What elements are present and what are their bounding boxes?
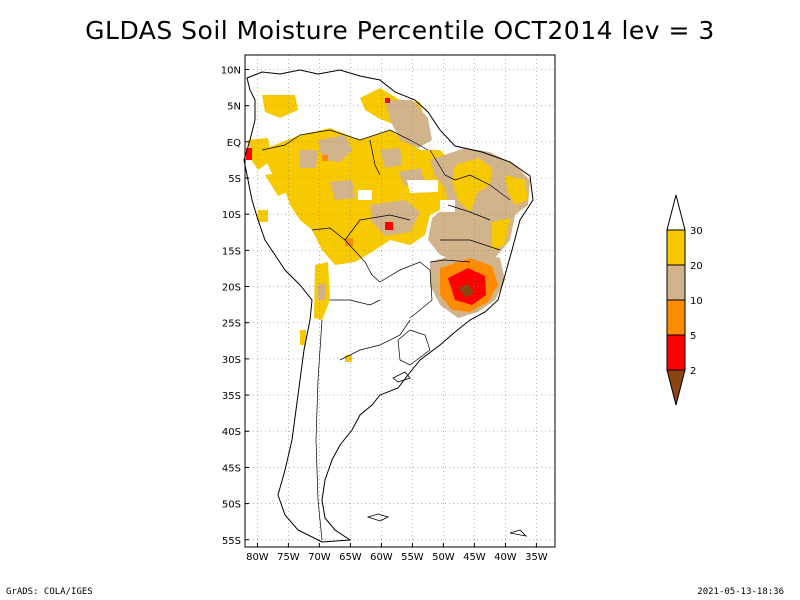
longitude-tick-label: 40W: [494, 552, 517, 563]
longitude-tick-label: 45W: [463, 552, 486, 563]
legend-swatch-5-10: [666, 299, 686, 336]
moisture-region: [492, 218, 510, 250]
moisture-region: [330, 180, 355, 200]
moisture-region: [248, 138, 272, 170]
moisture-region: [385, 100, 432, 148]
latitude-tick-label: 30S: [222, 355, 241, 366]
moisture-region: [452, 158, 492, 212]
moisture-region: [440, 200, 455, 212]
latitude-tick-label: 35S: [222, 391, 241, 402]
longitude-tick-label: 55W: [401, 552, 424, 563]
footer-timestamp: 2021-05-13-18:36: [697, 587, 784, 597]
moisture-region: [246, 148, 252, 160]
legend-swatch-2-5: [666, 334, 686, 371]
latitude-tick-label: 55S: [222, 536, 241, 547]
moisture-region: [380, 148, 402, 168]
moisture-region: [258, 210, 268, 222]
latitude-tick-labels: 10N 5N EQ 5S 10S 15S 20S 25S 30S 35S 40S 45S 50S 55S: [221, 65, 241, 546]
footer-credit: GrADS: COLA/IGES: [6, 587, 93, 597]
colorbar-legend: 30 20 10 5 2: [666, 194, 703, 406]
legend-label: 20: [690, 261, 703, 272]
legend-swatch-gt30: [666, 194, 686, 231]
moisture-region: [300, 330, 306, 345]
moisture-region: [345, 238, 353, 246]
legend-label: 2: [690, 366, 696, 377]
latitude-tick-label: 25S: [222, 319, 241, 330]
moisture-region: [318, 283, 326, 300]
latitude-tick-label: 5S: [228, 174, 241, 185]
map-gridlines: [245, 55, 555, 547]
latitude-tick-label: 50S: [222, 500, 241, 511]
moisture-region: [370, 200, 420, 236]
moisture-region: [322, 155, 328, 161]
moisture-region: [358, 190, 372, 200]
legend-swatch-20-30: [666, 229, 686, 266]
latitude-tick-label: 40S: [222, 427, 241, 438]
map-frame: [244, 54, 556, 548]
longitude-tick-label: 60W: [370, 552, 393, 563]
moisture-region: [300, 150, 318, 168]
longitude-tick-label: 65W: [339, 552, 362, 563]
latitude-tick-label: EQ: [227, 138, 241, 149]
legend-label: 10: [690, 296, 703, 307]
longitude-tick-labels: 80W 75W 70W 65W 60W 55W 50W 45W 40W 35W: [246, 552, 548, 563]
chart-title: GLDAS Soil Moisture Percentile OCT2014 l…: [85, 16, 715, 45]
islands: [366, 371, 528, 537]
legend-label: 5: [690, 331, 696, 342]
moisture-region: [262, 95, 298, 118]
coastline: [243, 69, 534, 543]
latitude-tick-label: 10S: [222, 210, 241, 221]
longitude-tick-label: 35W: [525, 552, 548, 563]
latitude-tick-label: 10N: [221, 65, 241, 76]
latitude-tick-label: 45S: [222, 463, 241, 474]
moisture-region: [458, 284, 474, 298]
longitude-tick-label: 80W: [246, 552, 269, 563]
moisture-region: [385, 222, 393, 230]
latitude-tick-label: 5N: [227, 102, 241, 113]
soil-moisture-fill-layer: [246, 88, 530, 362]
legend-label: 30: [690, 226, 703, 237]
latitude-tick-label: 20S: [222, 283, 241, 294]
legend-swatch-10-20: [666, 264, 686, 301]
latitude-tick-label: 15S: [222, 246, 241, 257]
country-borders: [261, 129, 511, 541]
legend-swatch-lt2: [666, 369, 686, 406]
moisture-region: [407, 180, 438, 193]
longitude-tick-label: 75W: [277, 552, 300, 563]
longitude-tick-label: 70W: [308, 552, 331, 563]
moisture-region: [505, 175, 528, 205]
longitude-tick-label: 50W: [432, 552, 455, 563]
moisture-region: [385, 98, 390, 103]
